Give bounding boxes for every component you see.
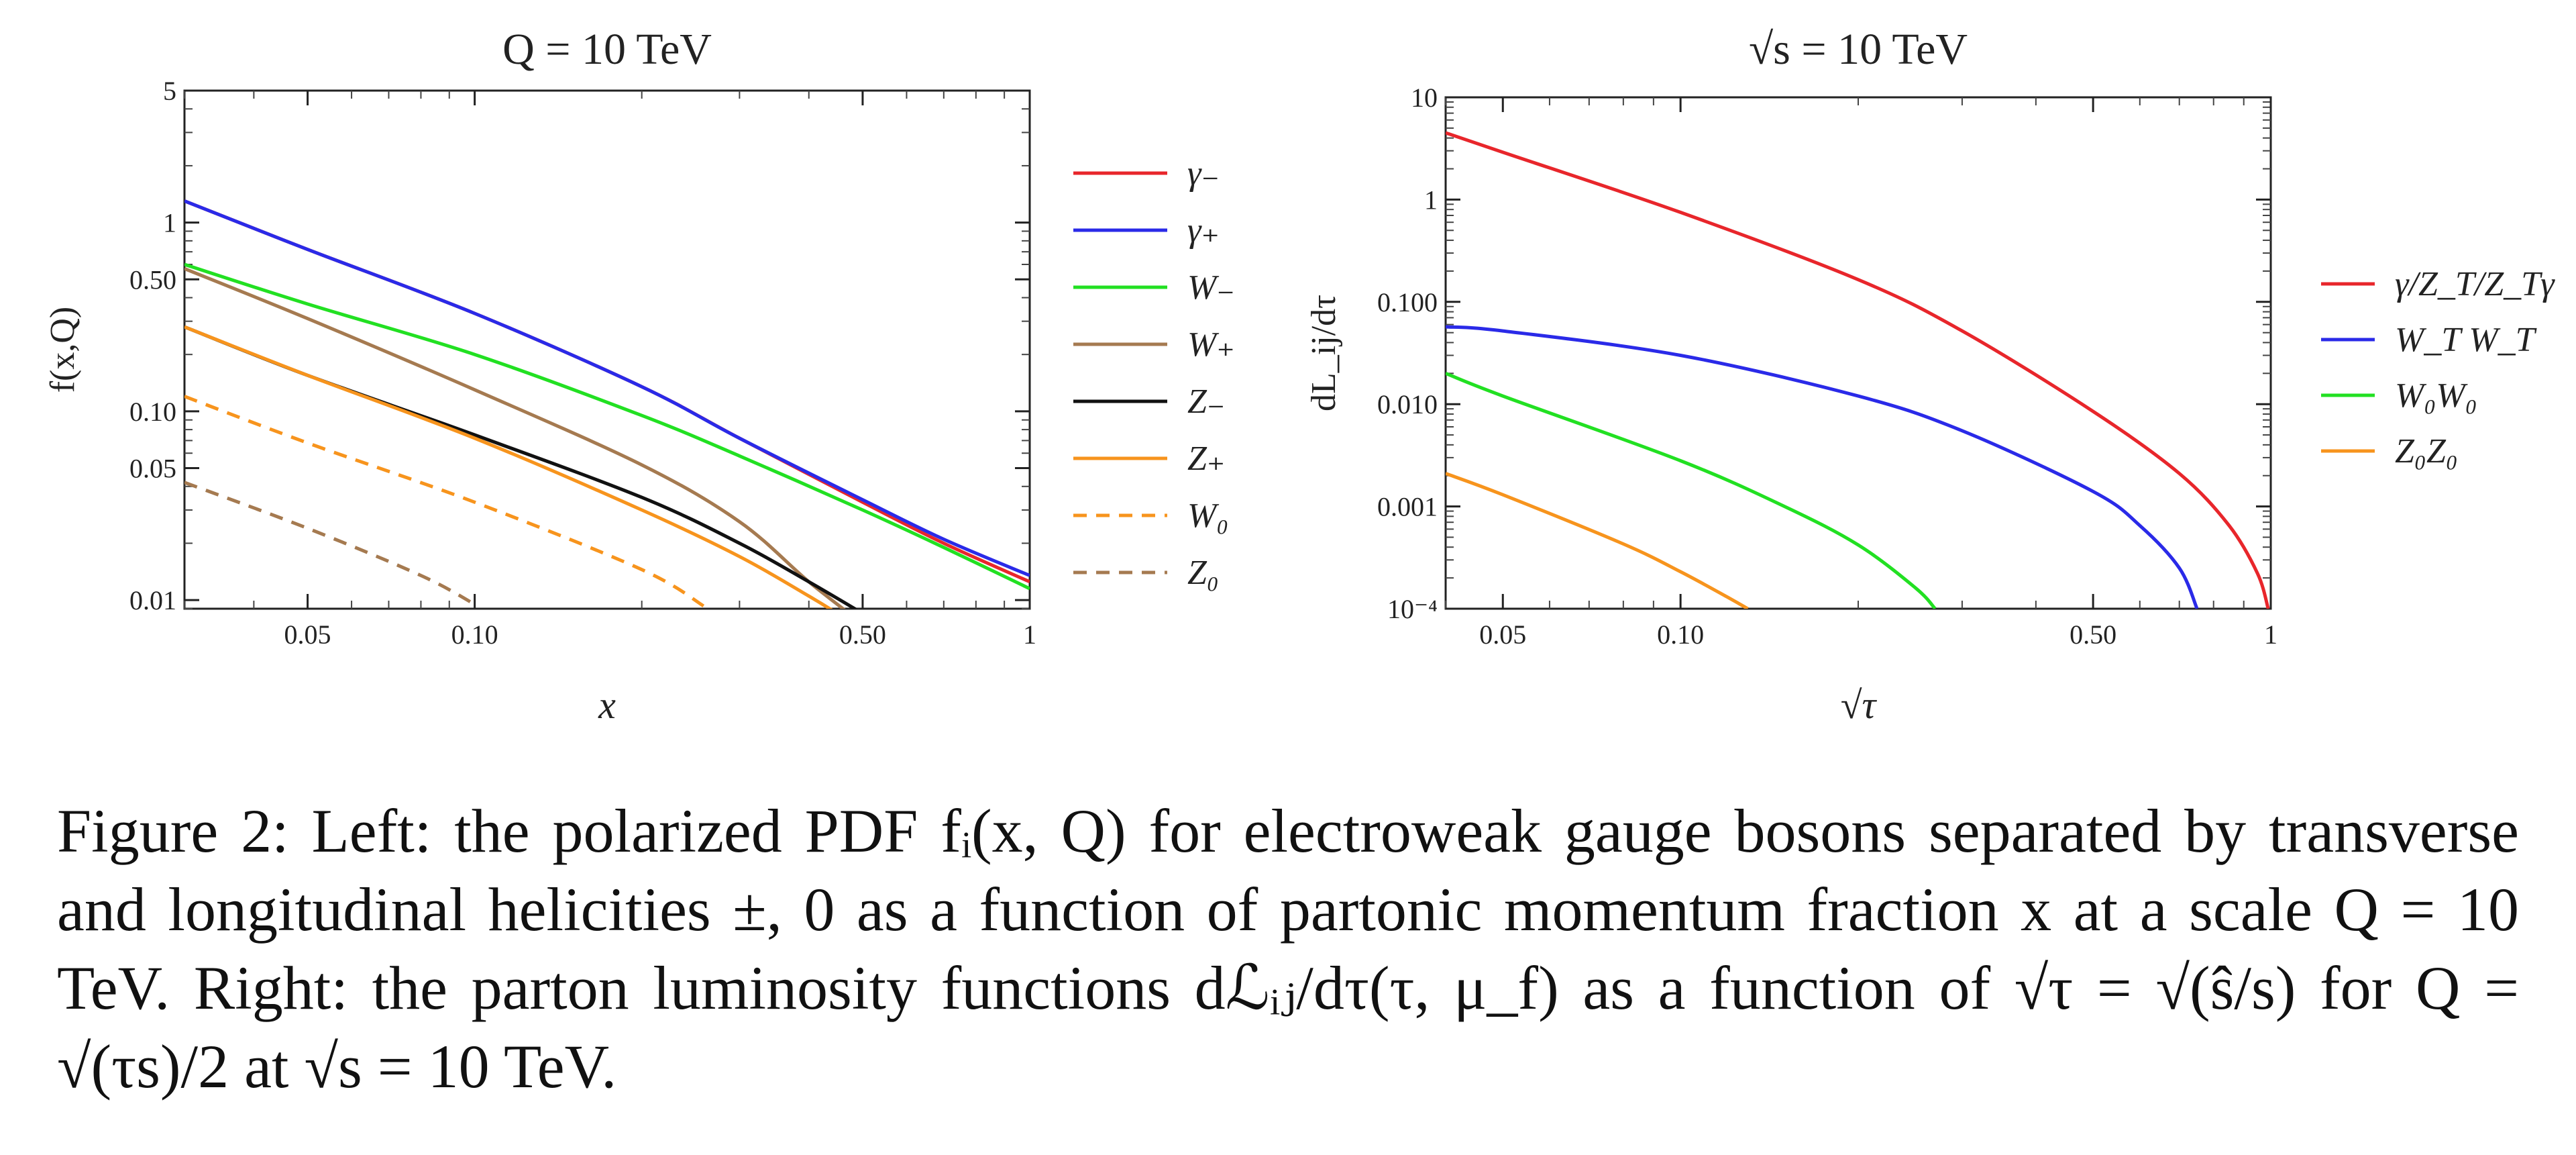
minor-ticks bbox=[184, 90, 1030, 609]
y-tick-label: 0.001 bbox=[1377, 492, 1438, 522]
legend-label: Z₊ bbox=[1187, 440, 1225, 478]
legend-label: γ₋ bbox=[1187, 154, 1220, 193]
y-axis-label: dL_ij/dτ bbox=[1305, 295, 1343, 411]
y-tick-label: 0.50 bbox=[129, 264, 176, 295]
figure-caption: Figure 2: Left: the polarized PDF fᵢ(x, … bbox=[57, 797, 2519, 1101]
figure: 0.05 0.10 0.50 1 0.01 0.05 0.10 0.50 1 5 γ₋ γ₊ W₋ W₊ Z… bbox=[44, 25, 2555, 725]
y-tick-label: 0.10 bbox=[129, 397, 176, 427]
series-line-6 bbox=[184, 395, 706, 609]
y-axis-label: f(x,Q) bbox=[44, 307, 82, 393]
legend-label: γ/Z_T/Z_Tγ bbox=[2395, 265, 2555, 303]
legend-label: Z₋ bbox=[1187, 383, 1225, 421]
y-tick-label: 10⁻⁴ bbox=[1387, 594, 1438, 624]
y-tick-label: 0.05 bbox=[129, 454, 176, 484]
left-chart: 0.05 0.10 0.50 1 0.01 0.05 0.10 0.50 1 5 γ₋ γ₊ W₋ W₊ Z… bbox=[44, 25, 1235, 725]
y-tick-label: 10 bbox=[1411, 83, 1438, 113]
x-tick-label: 0.10 bbox=[1657, 619, 1704, 650]
series-line-0 bbox=[1446, 131, 2270, 609]
series-line-5 bbox=[184, 325, 833, 609]
legend-label: Z₀ bbox=[1187, 554, 1219, 592]
legend-label: W₀W₀ bbox=[2395, 376, 2477, 415]
chart-title: Q = 10 TeV bbox=[502, 25, 712, 74]
y-tick-label: 1 bbox=[163, 208, 176, 238]
x-tick-label: 1 bbox=[1023, 619, 1036, 650]
series-lines bbox=[1446, 131, 2270, 609]
y-tick-label: 0.100 bbox=[1377, 287, 1438, 317]
legend-label: W₋ bbox=[1187, 268, 1235, 307]
series-lines bbox=[184, 199, 1030, 609]
legend: γ₋ γ₊ W₋ W₊ Z₋ Z₊ W₀ Z₀ bbox=[1073, 154, 1235, 592]
chart-title: √s = 10 TeV bbox=[1749, 25, 1968, 74]
legend-label: W_T W_T bbox=[2395, 321, 2537, 359]
legend-label: γ₊ bbox=[1187, 211, 1220, 250]
series-line-2 bbox=[1446, 371, 1937, 609]
y-tick-label: 0.010 bbox=[1377, 389, 1438, 419]
y-tick-label: 0.01 bbox=[129, 585, 176, 615]
y-tick-label: 1 bbox=[1424, 185, 1438, 215]
series-line-1 bbox=[184, 199, 1030, 577]
series-line-1 bbox=[1446, 325, 2199, 609]
series-line-0 bbox=[184, 199, 1030, 584]
x-axis-label: √τ bbox=[1841, 683, 1878, 725]
series-line-2 bbox=[184, 262, 1030, 591]
legend-label: Z₀Z₀ bbox=[2395, 432, 2458, 470]
series-line-3 bbox=[184, 266, 846, 609]
y-tick-label: 5 bbox=[163, 76, 176, 106]
x-tick-label: 0.10 bbox=[451, 619, 498, 650]
legend-label: W₊ bbox=[1187, 325, 1235, 364]
legend: γ/Z_T/Z_Tγ W_T W_T W₀W₀ Z₀Z₀ bbox=[2321, 265, 2555, 470]
plot-frame bbox=[183, 89, 1031, 610]
x-tick-label: 0.50 bbox=[839, 619, 886, 650]
x-tick-label: 1 bbox=[2264, 619, 2277, 650]
minor-ticks bbox=[1445, 97, 2271, 609]
x-tick-label: 0.50 bbox=[2070, 619, 2116, 650]
series-line-3 bbox=[1446, 472, 1749, 609]
x-tick-label: 0.05 bbox=[284, 619, 331, 650]
x-axis-label: x bbox=[598, 683, 616, 725]
series-line-7 bbox=[184, 481, 476, 606]
x-tick-label: 0.05 bbox=[1479, 619, 1526, 650]
right-chart: 0.05 0.10 0.50 1 10⁻⁴ 0.001 0.010 0.100 1 10 γ/Z_T… bbox=[1305, 25, 2555, 725]
legend-label: W₀ bbox=[1187, 497, 1228, 535]
